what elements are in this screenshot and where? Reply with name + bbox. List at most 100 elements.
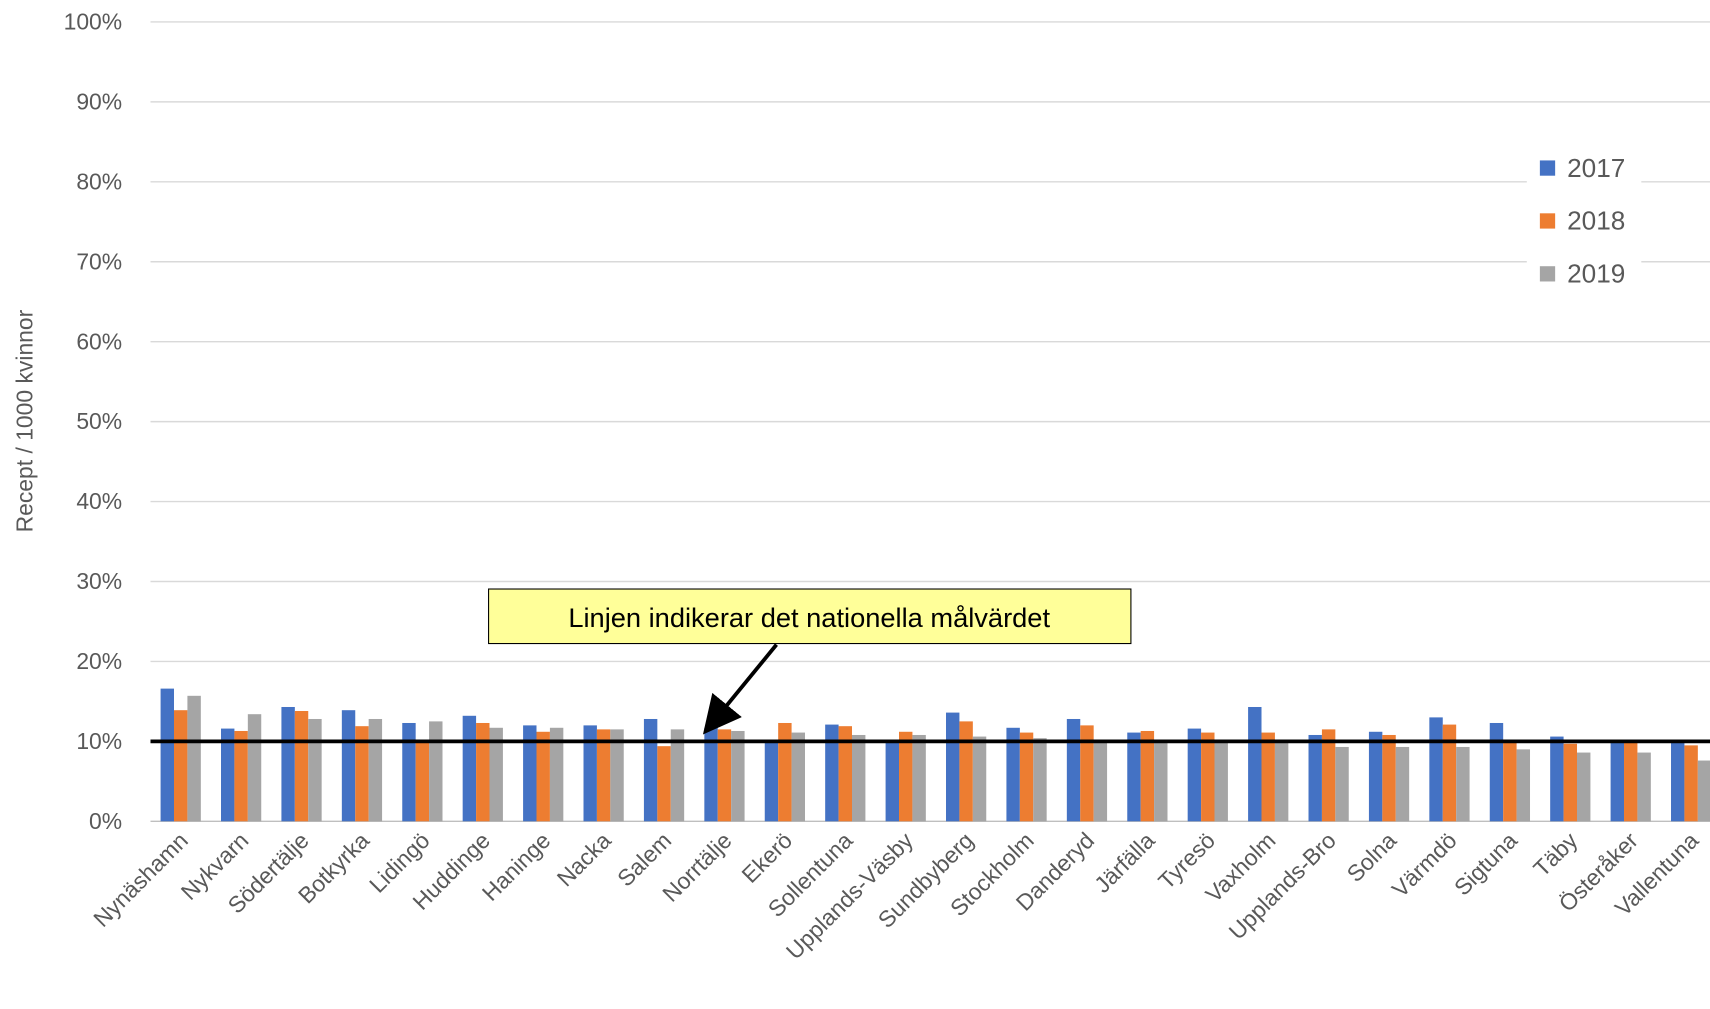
bar [1429,717,1443,822]
bar [523,725,537,822]
bar [1697,760,1710,822]
y-tick-label: 60% [76,328,122,354]
y-axis-label: Recept / 1000 kvinnor [12,309,38,532]
bar [429,721,443,822]
legend-label: 2019 [1567,259,1625,289]
y-tick-label: 90% [76,88,122,114]
y-tick-label: 20% [76,648,122,674]
y-tick-label: 40% [76,488,122,514]
legend-swatch [1539,160,1556,176]
bar [1671,742,1685,822]
bar [596,729,611,822]
bar [1624,742,1638,822]
bar [1274,742,1289,822]
bar [959,721,973,822]
bar [1066,718,1081,822]
x-tick-label: Nacka [552,827,616,891]
bar [1550,736,1564,822]
x-tick-label: Upplands-Bro [1224,827,1341,944]
bar [1308,734,1322,822]
x-tick-label: Nynäshamn [88,827,193,932]
bar [1033,738,1047,822]
y-tick-label: 80% [76,168,122,194]
bar [1214,739,1228,822]
bar [885,741,900,822]
bar [281,706,295,822]
bar [972,736,987,822]
bar [415,739,430,822]
bar [1456,746,1470,822]
annotation: Linjen indikerar det nationella målvärde… [568,602,1050,633]
bar [173,710,188,822]
bar [1563,743,1578,822]
legend-label: 2018 [1567,206,1625,236]
bar [764,741,779,822]
bar [1368,731,1383,822]
bar [852,734,866,822]
bar [912,734,926,822]
bar [1140,730,1155,822]
bar [1442,724,1457,822]
bar [1516,749,1531,822]
bar [1093,739,1108,822]
bar [610,729,624,822]
bar [1187,728,1202,822]
bar [1154,739,1168,822]
bar [1321,729,1336,822]
bar [462,715,477,822]
bar [838,726,853,822]
bar [294,710,309,822]
x-tick-label: Sigtuna [1449,827,1522,900]
bar [1684,745,1698,822]
bar [825,724,839,822]
bar [704,727,718,822]
bar [791,732,805,822]
x-tick-label: Haninge [477,827,556,906]
annotation-arrow [702,643,778,735]
bar [1577,752,1591,822]
bar [778,722,792,822]
bar [717,729,732,822]
bar [1637,752,1651,822]
bar [1382,734,1396,822]
bar [1503,741,1517,822]
bar [355,726,369,822]
bar [489,727,503,822]
bar [643,718,658,822]
bar [946,712,960,822]
x-tick-label: Järfälla [1089,827,1160,898]
bar [1006,727,1020,822]
bar [160,688,174,822]
bar [308,718,322,822]
y-tick-label: 70% [76,248,122,274]
bar [1248,706,1262,822]
bar [1489,722,1504,822]
bar [1127,732,1141,822]
legend-label: 2017 [1567,153,1625,183]
bar [221,728,235,822]
bar [1395,746,1410,822]
y-tick-label: 10% [76,728,122,754]
bar [1019,732,1034,822]
x-tick-label: Värmdö [1387,827,1462,902]
bar [549,727,564,822]
bar [1610,741,1625,822]
y-tick-label: 100% [64,9,123,35]
bar [247,714,262,822]
bar [402,722,416,822]
y-tick-label: 50% [76,408,122,434]
bar [368,718,383,822]
bar [731,730,745,822]
y-tick-label: 0% [89,808,122,834]
bar [341,710,356,822]
bar [1080,725,1094,822]
bar [657,746,671,822]
bar [234,730,248,822]
legend-swatch [1539,266,1556,282]
bar [476,722,490,822]
bar [1261,732,1275,822]
bar [1335,746,1349,822]
bar [583,725,597,822]
legend-swatch [1539,213,1556,229]
